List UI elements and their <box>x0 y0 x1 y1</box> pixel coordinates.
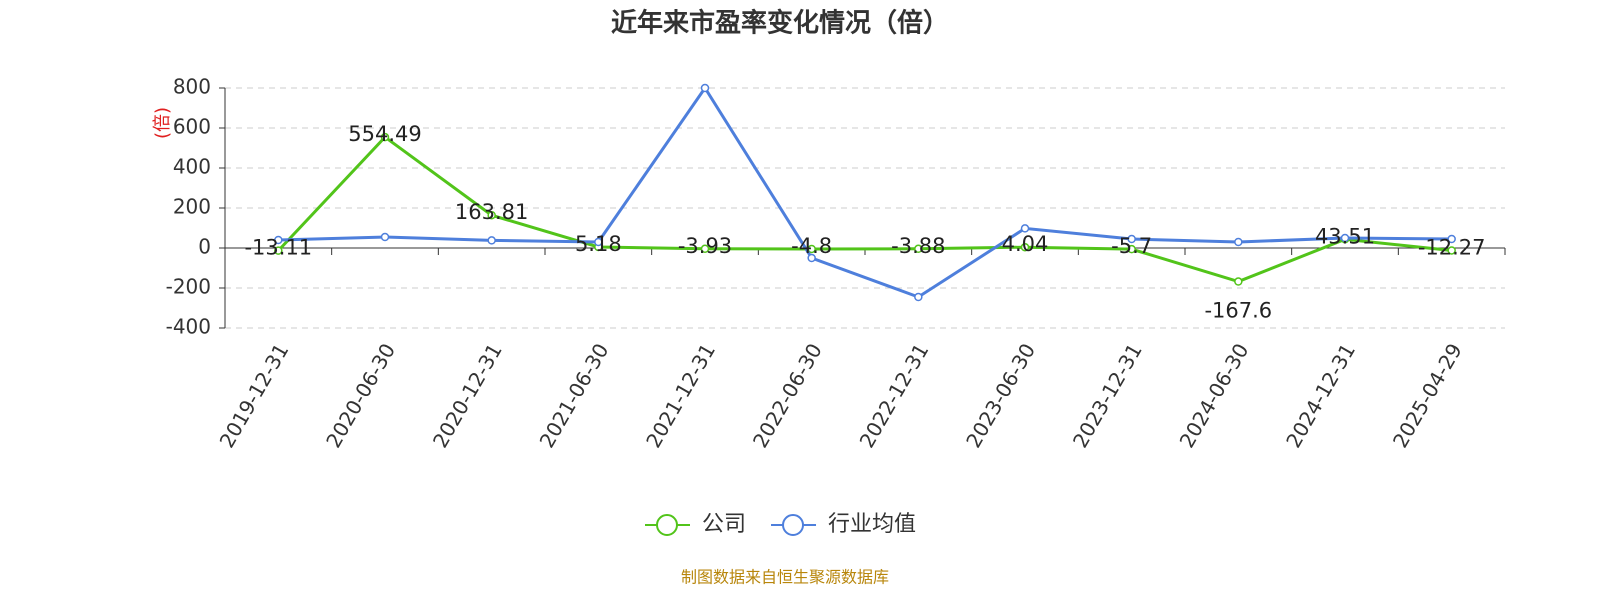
x-tick-label: 2020-06-30 <box>321 339 400 452</box>
data-point <box>594 237 603 247</box>
data-point <box>1447 246 1456 255</box>
data-point <box>807 253 816 263</box>
data-point <box>1020 224 1030 233</box>
x-tick-label: 2020-12-31 <box>428 339 507 452</box>
y-tick-label: 400 <box>173 155 211 179</box>
data-label: 4.04 <box>1002 232 1049 256</box>
data-point <box>1234 277 1243 286</box>
data-point <box>274 246 283 255</box>
y-tick-label: -400 <box>166 315 211 339</box>
data-point <box>487 210 496 220</box>
series-line <box>277 135 1452 284</box>
data-point <box>914 292 923 302</box>
y-axis-label: (倍) <box>152 107 173 139</box>
data-point <box>380 132 390 142</box>
data-point <box>1234 237 1243 247</box>
data-label: 43.51 <box>1315 224 1375 248</box>
data-point <box>1447 234 1456 244</box>
y-tick-label: 600 <box>173 115 211 139</box>
footer: 制图数据来自恒生聚源数据库 <box>681 568 889 587</box>
data-point <box>274 235 283 245</box>
data-label: -167.6 <box>1204 299 1272 323</box>
data-point <box>487 236 496 245</box>
data-label: 163.81 <box>455 200 528 224</box>
legend-label: 公司 <box>702 512 746 537</box>
data-point <box>1127 234 1136 244</box>
legend-label: 行业均值 <box>828 512 916 537</box>
x-tick-label: 2025-04-29 <box>1388 339 1467 452</box>
data-point <box>914 244 923 254</box>
legend-marker <box>782 514 805 536</box>
data-label: -4.8 <box>791 234 832 258</box>
data-label: 554.49 <box>348 122 421 146</box>
data-point <box>380 232 390 242</box>
x-tick-label: 2023-06-30 <box>961 339 1040 452</box>
x-tick-label: 2022-12-31 <box>855 339 934 452</box>
data-point <box>700 244 710 254</box>
x-tick-label: 2022-06-30 <box>748 339 827 452</box>
data-point <box>1020 242 1030 252</box>
series-line <box>278 85 1452 299</box>
chart-title: 近年来市盈率变化情况（倍） <box>611 8 949 39</box>
y-tick-label: 0 <box>198 235 211 259</box>
legend-marker <box>656 514 678 536</box>
x-tick-label: 2024-12-31 <box>1281 339 1360 452</box>
y-tick-label: -200 <box>166 275 211 299</box>
data-label: -3.93 <box>678 234 732 258</box>
x-tick-label: 2021-06-30 <box>535 339 614 452</box>
x-tick-label: 2023-12-31 <box>1068 339 1147 452</box>
data-point <box>807 244 816 254</box>
y-tick-label: 800 <box>173 75 211 99</box>
x-tick-label: 2019-12-31 <box>215 339 294 452</box>
data-point <box>1127 244 1136 254</box>
data-point <box>700 83 710 93</box>
x-tick-label: 2024-06-30 <box>1175 339 1254 452</box>
data-label: -3.88 <box>891 234 945 258</box>
data-label: -13.11 <box>244 236 312 260</box>
data-point <box>1340 233 1350 243</box>
data-label: 5.18 <box>575 232 622 256</box>
data-label: -12.27 <box>1418 235 1486 259</box>
y-tick-label: 200 <box>173 195 211 219</box>
x-tick-label: 2021-12-31 <box>641 339 720 452</box>
data-label: -5.7 <box>1111 234 1152 258</box>
